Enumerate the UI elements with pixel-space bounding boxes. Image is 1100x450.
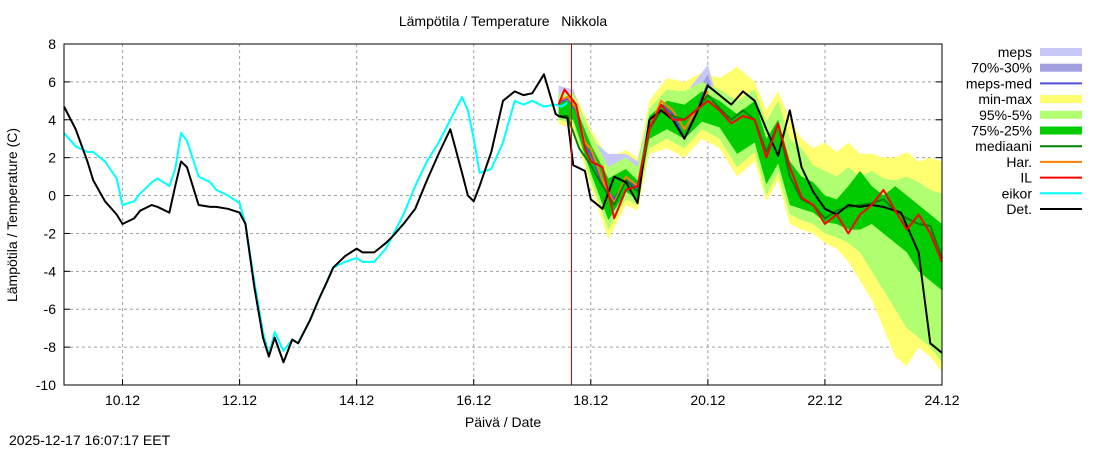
legend-label: IL <box>1020 170 1032 186</box>
legend-label: mediaani <box>975 138 1032 154</box>
lines <box>63 73 943 364</box>
legend-label: 95%-5% <box>979 107 1032 123</box>
x-tick-label: 16.12 <box>456 392 491 408</box>
legend-swatch-p70_30 <box>1040 63 1082 72</box>
chart-title: Lämpötila / Temperature Nikkola <box>399 13 607 29</box>
x-tick-label: 18.12 <box>573 392 608 408</box>
legend-label: meps-med <box>966 75 1032 91</box>
legend-label: 70%-30% <box>971 60 1032 76</box>
legend-swatch-p95_5 <box>1040 110 1082 119</box>
y-tick-label: -10 <box>36 377 56 393</box>
legend-label: 75%-25% <box>971 123 1032 139</box>
y-tick-label: -6 <box>44 301 57 317</box>
y-tick-label: 4 <box>48 112 56 128</box>
y-tick-label: -2 <box>44 225 57 241</box>
y-tick-label: 6 <box>48 74 56 90</box>
y-tick-label: 0 <box>48 188 56 204</box>
series-line-mediaani <box>558 94 943 259</box>
x-tick-label: 24.12 <box>924 392 959 408</box>
y-tick-label: 2 <box>48 150 56 166</box>
legend-label: min-max <box>978 91 1032 107</box>
x-tick-label: 14.12 <box>339 392 374 408</box>
x-tick-label: 22.12 <box>807 392 842 408</box>
legend: meps70%-30%meps-medmin-max95%-5%75%-25%m… <box>966 44 1082 217</box>
bands <box>558 64 942 372</box>
legend-swatch-meps <box>1040 48 1082 56</box>
legend-swatch-p75_25 <box>1040 126 1082 135</box>
y-tick-label: 8 <box>48 36 56 52</box>
x-tick-label: 10.12 <box>105 392 140 408</box>
plot-frame <box>63 43 943 386</box>
x-axis-label: Päivä / Date <box>465 414 541 430</box>
legend-swatch-minmax <box>1040 95 1082 104</box>
legend-label: Har. <box>1006 154 1032 170</box>
x-tick-labels: 10.12 12.12 14.12 16.12 18.12 20.12 22.12 24.12 <box>105 392 960 408</box>
y-axis-label: Lämpötila / Temperature (C) <box>4 128 20 302</box>
x-tick-label: 12.12 <box>222 392 257 408</box>
timestamp: 2025-12-17 16:07:17 EET <box>9 432 171 448</box>
legend-label: meps <box>998 44 1032 60</box>
x-tick-label: 20.12 <box>690 392 725 408</box>
series-line-eikor <box>63 96 568 356</box>
series-line-det <box>63 73 943 364</box>
legend-label: Det. <box>1006 201 1032 217</box>
series-line-il <box>557 88 943 263</box>
y-tick-label: -8 <box>44 339 57 355</box>
y-tick-label: -4 <box>44 263 57 279</box>
y-tick-labels: -10 -8 -6 -4 -2 0 2 4 6 8 <box>36 36 56 393</box>
legend-label: eikor <box>1002 185 1033 201</box>
